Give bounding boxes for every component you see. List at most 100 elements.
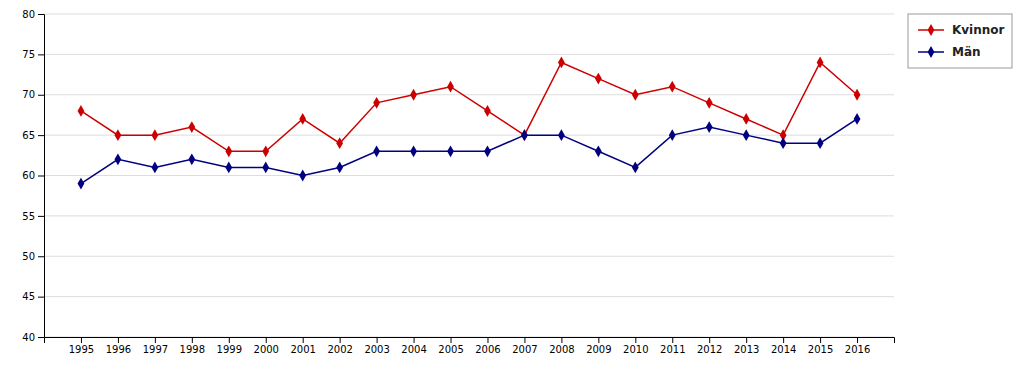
- x-tick-label: 2015: [808, 344, 833, 355]
- point: [188, 153, 195, 165]
- line: [81, 62, 857, 151]
- x-tick-label: 2001: [290, 344, 315, 355]
- x-tick-label: 2004: [401, 344, 426, 355]
- grid-line: [44, 135, 894, 136]
- x-tick-mark: [598, 337, 599, 343]
- point: [373, 145, 380, 157]
- point: [595, 145, 602, 157]
- point: [521, 129, 528, 141]
- point: [484, 145, 491, 157]
- x-tick: 2013: [734, 337, 759, 355]
- chart: 1995199619971998199920002001200220032004…: [0, 0, 1024, 371]
- series: [78, 57, 861, 158]
- x-tick: 2006: [475, 337, 500, 355]
- y-tick: 40: [22, 332, 44, 343]
- point: [854, 89, 861, 101]
- grid-line: [44, 256, 894, 257]
- y-tick-label: 40: [22, 332, 35, 343]
- grid-line: [44, 14, 894, 15]
- x-tick-mark: [783, 337, 784, 343]
- legend-label: Män: [952, 45, 981, 59]
- point: [410, 89, 417, 101]
- y-tick-mark: [38, 95, 44, 96]
- x-tick: 2004: [401, 337, 426, 355]
- grid-line: [44, 94, 894, 95]
- x-tick-label: 2014: [771, 344, 796, 355]
- y-tick: 80: [22, 9, 44, 20]
- x-tick-mark: [524, 337, 525, 343]
- point: [706, 121, 713, 133]
- point: [115, 129, 122, 141]
- x-tick-mark: [192, 337, 193, 343]
- x-tick-label: 1999: [217, 344, 242, 355]
- y-axis: 404550556065707580: [22, 9, 44, 343]
- point: [151, 162, 158, 174]
- x-tick: 2002: [327, 337, 352, 355]
- grid-line: [44, 54, 894, 55]
- x-tick: 2007: [512, 337, 537, 355]
- x-axis-line: [45, 338, 895, 344]
- point: [521, 129, 528, 141]
- x-tick: 2008: [549, 337, 574, 355]
- x-tick: 2011: [660, 337, 685, 355]
- y-tick-label: 70: [22, 89, 35, 100]
- x-tick: 2001: [290, 337, 315, 355]
- x-tick: 2009: [586, 337, 611, 355]
- x-tick-mark: [155, 337, 156, 343]
- y-tick-label: 55: [22, 211, 35, 222]
- series-group: [78, 57, 861, 190]
- point: [299, 113, 306, 125]
- point: [669, 81, 676, 93]
- x-tick-label: 2011: [660, 344, 685, 355]
- y-tick: 45: [22, 291, 44, 302]
- x-tick-mark: [303, 337, 304, 343]
- point: [484, 105, 491, 117]
- point: [410, 145, 417, 157]
- y-tick-label: 75: [22, 49, 35, 60]
- y-tick-label: 65: [22, 130, 35, 141]
- point: [299, 170, 306, 182]
- point: [78, 178, 85, 190]
- x-tick: 1999: [217, 337, 242, 355]
- x-tick: 2015: [808, 337, 833, 355]
- x-tick-label: 2013: [734, 344, 759, 355]
- point: [558, 57, 565, 69]
- x-tick-label: 1995: [69, 344, 94, 355]
- y-tick-mark: [38, 14, 44, 15]
- y-tick-label: 80: [22, 9, 35, 20]
- x-tick-mark: [266, 337, 267, 343]
- point: [225, 162, 232, 174]
- legend: Kvinnor Män: [908, 14, 1012, 68]
- point: [854, 113, 861, 125]
- point: [817, 57, 824, 69]
- point: [262, 162, 269, 174]
- plot: 1995199619971998199920002001200220032004…: [22, 9, 894, 355]
- grid-line: [44, 215, 894, 216]
- y-tick-mark: [38, 135, 44, 136]
- legend-item: Kvinnor: [918, 23, 1005, 37]
- x-tick: 2012: [697, 337, 722, 355]
- x-axis: 1995199619971998199920002001200220032004…: [45, 337, 895, 355]
- x-tick-mark: [377, 337, 378, 343]
- x-tick-label: 2002: [327, 344, 352, 355]
- x-tick: 1997: [143, 337, 168, 355]
- x-tick-label: 2006: [475, 344, 500, 355]
- x-tick: 2005: [438, 337, 463, 355]
- point: [447, 81, 454, 93]
- point: [706, 97, 713, 109]
- y-tick-mark: [38, 297, 44, 298]
- x-tick-mark: [487, 337, 488, 343]
- x-tick-mark: [672, 337, 673, 343]
- y-tick-mark: [38, 216, 44, 217]
- point: [78, 105, 85, 117]
- x-tick: 2000: [254, 337, 279, 355]
- x-tick-label: 2005: [438, 344, 463, 355]
- x-tick-mark: [229, 337, 230, 343]
- legend-marker: [928, 46, 935, 58]
- x-tick-label: 2003: [364, 344, 389, 355]
- y-tick-mark: [38, 176, 44, 177]
- y-tick-label: 60: [22, 170, 35, 181]
- y-tick-label: 45: [22, 291, 35, 302]
- y-tick-mark: [38, 337, 44, 338]
- point: [817, 137, 824, 149]
